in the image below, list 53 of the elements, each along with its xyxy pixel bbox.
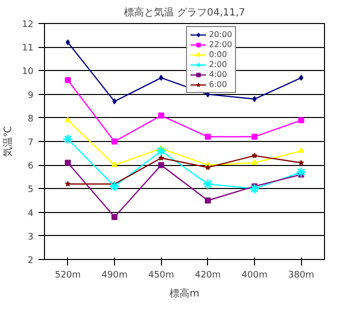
point	[298, 160, 304, 166]
point	[158, 112, 164, 119]
point	[298, 148, 304, 153]
y-tick-label: 2	[28, 256, 34, 266]
point	[252, 159, 258, 165]
point	[64, 180, 71, 187]
chart-title: 標高と気温 グラフ04,11,7	[124, 6, 246, 18]
legend-label: 20:00	[209, 30, 232, 39]
point	[298, 117, 304, 124]
y-tick-label: 4	[28, 208, 34, 219]
y-tick-label: 3	[28, 232, 34, 242]
x-tick-label: 400m	[242, 270, 268, 280]
y-tick-label: 11	[22, 44, 34, 54]
point	[158, 162, 164, 168]
point	[204, 198, 211, 204]
point	[112, 162, 118, 168]
point	[252, 152, 258, 158]
point	[112, 98, 117, 104]
y-tick-label: 8	[28, 114, 34, 124]
legend-label: 22:00	[209, 40, 232, 49]
x-tick-label: 420m	[194, 270, 221, 280]
point	[252, 96, 257, 102]
y-tick-label: 6	[28, 162, 34, 172]
legend-label: 0:00	[209, 50, 228, 59]
x-tick-label: 380m	[288, 270, 314, 280]
point	[109, 181, 120, 192]
point	[156, 146, 166, 156]
point	[64, 160, 71, 166]
legend-label: 2:00	[209, 60, 228, 69]
point	[112, 214, 118, 220]
point	[202, 178, 214, 190]
point	[252, 134, 258, 140]
y-tick-label: 10	[22, 67, 34, 78]
point	[204, 164, 211, 170]
legend-label: 6:00	[209, 80, 228, 89]
point	[158, 155, 164, 161]
point	[64, 116, 71, 122]
y-tick-label: 9	[28, 90, 34, 101]
legend-label: 4:00	[209, 70, 228, 79]
point	[296, 166, 306, 178]
y-tick-label: 12	[22, 20, 34, 30]
point	[249, 183, 260, 194]
y-tick-label: 5	[28, 185, 34, 196]
y-tick-label: 7	[28, 138, 34, 148]
x-tick-label: 520m	[54, 270, 81, 280]
x-tick-label: 490m	[102, 270, 128, 280]
point	[62, 134, 74, 144]
y-axis-title: 気温℃	[2, 126, 14, 158]
point	[64, 77, 71, 84]
x-tick-label: 450m	[148, 270, 174, 280]
point	[204, 134, 211, 140]
x-axis-title: 標高m	[170, 288, 200, 300]
point	[112, 138, 118, 144]
